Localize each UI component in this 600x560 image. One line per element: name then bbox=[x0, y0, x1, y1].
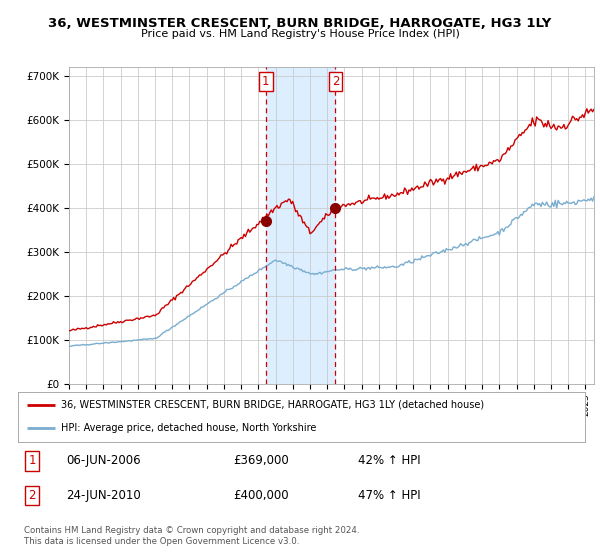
Text: 06-JUN-2006: 06-JUN-2006 bbox=[66, 454, 141, 468]
Text: 36, WESTMINSTER CRESCENT, BURN BRIDGE, HARROGATE, HG3 1LY: 36, WESTMINSTER CRESCENT, BURN BRIDGE, H… bbox=[49, 17, 551, 30]
Text: 2: 2 bbox=[28, 489, 36, 502]
Bar bbox=[266, 67, 335, 384]
Text: 36, WESTMINSTER CRESCENT, BURN BRIDGE, HARROGATE, HG3 1LY (detached house): 36, WESTMINSTER CRESCENT, BURN BRIDGE, H… bbox=[61, 400, 484, 409]
Text: 1: 1 bbox=[28, 454, 36, 468]
Text: £400,000: £400,000 bbox=[233, 489, 289, 502]
Text: £369,000: £369,000 bbox=[233, 454, 289, 468]
Text: 24-JUN-2010: 24-JUN-2010 bbox=[66, 489, 141, 502]
Text: 42% ↑ HPI: 42% ↑ HPI bbox=[358, 454, 421, 468]
Text: 2: 2 bbox=[332, 75, 339, 88]
Text: 47% ↑ HPI: 47% ↑ HPI bbox=[358, 489, 421, 502]
Text: Contains HM Land Registry data © Crown copyright and database right 2024.
This d: Contains HM Land Registry data © Crown c… bbox=[24, 526, 359, 546]
Text: HPI: Average price, detached house, North Yorkshire: HPI: Average price, detached house, Nort… bbox=[61, 423, 316, 433]
Text: Price paid vs. HM Land Registry's House Price Index (HPI): Price paid vs. HM Land Registry's House … bbox=[140, 29, 460, 39]
Text: 1: 1 bbox=[262, 75, 269, 88]
